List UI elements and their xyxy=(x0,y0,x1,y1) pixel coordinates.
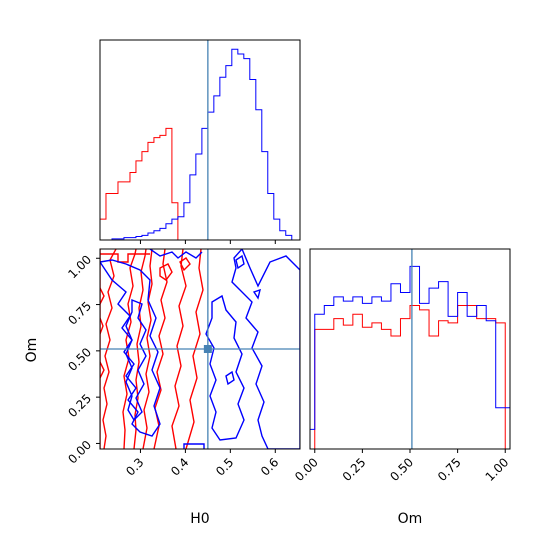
red-blob-1 xyxy=(159,263,173,281)
blue-contour-left-outer xyxy=(100,259,161,437)
blue-blob-1 xyxy=(225,370,235,386)
om-hist-blue xyxy=(309,265,511,449)
red-blob-2 xyxy=(179,257,191,272)
red-contour-right xyxy=(185,249,204,449)
om-blue-outline xyxy=(309,265,511,449)
h0-red-outline xyxy=(99,127,179,240)
x-axis-title-om: Om xyxy=(398,511,423,527)
red-contours xyxy=(100,249,204,449)
blue-contour-bottom xyxy=(183,443,205,449)
red-contour-wing-left xyxy=(100,287,105,379)
blue-blob-3 xyxy=(235,254,245,270)
h0-hist-blue xyxy=(100,48,298,241)
blue-contour-right-inner xyxy=(205,294,245,441)
blue-contour-left-inner xyxy=(125,298,147,422)
h0-histogram-panel xyxy=(99,39,301,244)
blue-contours xyxy=(100,249,300,449)
blue-contour-right-outer xyxy=(231,249,300,449)
blue-contour-top xyxy=(149,249,203,259)
h0-hist-frame xyxy=(99,39,301,241)
red-contour-top-rim xyxy=(100,253,150,263)
blue-blob-2 xyxy=(252,288,261,300)
h0-blue-outline xyxy=(100,48,298,241)
x-axis-title-h0: H0 xyxy=(190,511,209,527)
red-contour-outer xyxy=(102,249,187,449)
joint-truth-marker xyxy=(203,345,212,353)
red-contour-inner xyxy=(133,249,153,449)
y-axis-title-om: Om xyxy=(24,338,40,363)
h0-hist-ticks xyxy=(139,240,276,244)
joint-frame xyxy=(99,248,301,450)
h0-hist-red xyxy=(99,127,179,240)
